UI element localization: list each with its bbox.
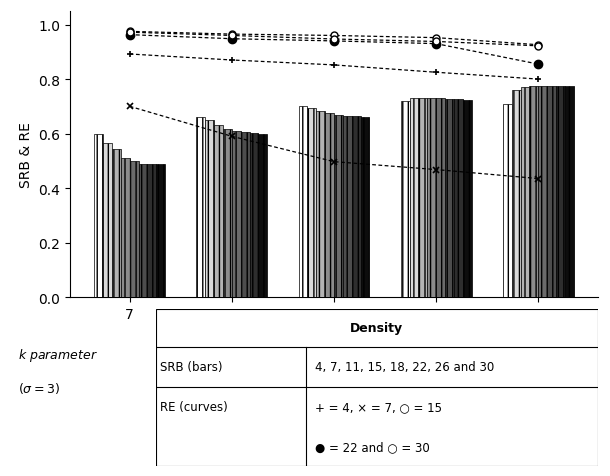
Bar bbox=[121, 159, 130, 298]
Bar bbox=[401, 102, 409, 298]
Text: $(\sigma = 3)$: $(\sigma = 3)$ bbox=[18, 380, 60, 396]
Text: 4, 7, 11, 15, 18, 22, 26 and 30: 4, 7, 11, 15, 18, 22, 26 and 30 bbox=[315, 360, 494, 374]
Text: $k$ parameter: $k$ parameter bbox=[18, 346, 98, 363]
Bar bbox=[556, 87, 565, 298]
Bar bbox=[512, 91, 520, 298]
Bar bbox=[241, 133, 249, 298]
Text: Density: Density bbox=[350, 322, 403, 335]
Bar bbox=[436, 99, 445, 298]
Bar bbox=[529, 87, 538, 298]
Bar bbox=[325, 114, 334, 298]
Bar bbox=[409, 99, 418, 298]
Bar bbox=[223, 129, 232, 298]
Text: SRB (bars): SRB (bars) bbox=[160, 360, 223, 374]
Bar bbox=[138, 164, 148, 298]
Bar bbox=[95, 134, 103, 298]
Bar bbox=[547, 87, 556, 298]
Bar bbox=[334, 116, 343, 298]
Bar bbox=[307, 109, 316, 298]
Bar bbox=[445, 99, 454, 298]
Bar bbox=[232, 131, 241, 298]
Text: ● = 22 and ○ = 30: ● = 22 and ○ = 30 bbox=[315, 440, 429, 453]
Bar bbox=[148, 164, 156, 298]
Text: RE (curves): RE (curves) bbox=[160, 400, 228, 413]
Bar bbox=[361, 118, 370, 298]
Y-axis label: SRB & RE: SRB & RE bbox=[19, 122, 33, 188]
Bar bbox=[206, 121, 214, 298]
Bar bbox=[259, 134, 267, 298]
Bar bbox=[214, 126, 223, 298]
Bar bbox=[503, 104, 512, 298]
Bar bbox=[538, 87, 547, 298]
Bar bbox=[520, 88, 529, 298]
Bar bbox=[565, 87, 573, 298]
Bar bbox=[112, 150, 121, 298]
Text: + = 4, × = 7, ○ = 15: + = 4, × = 7, ○ = 15 bbox=[315, 400, 442, 413]
Bar bbox=[130, 161, 138, 298]
Bar bbox=[418, 99, 427, 298]
Bar bbox=[427, 99, 436, 298]
Bar bbox=[249, 133, 259, 298]
Bar bbox=[196, 118, 206, 298]
Bar bbox=[454, 100, 462, 298]
Bar bbox=[462, 100, 472, 298]
Bar bbox=[343, 117, 352, 298]
Bar bbox=[103, 144, 112, 298]
Bar bbox=[156, 164, 165, 298]
Bar bbox=[352, 117, 361, 298]
Bar bbox=[298, 107, 307, 298]
Bar bbox=[316, 112, 325, 298]
